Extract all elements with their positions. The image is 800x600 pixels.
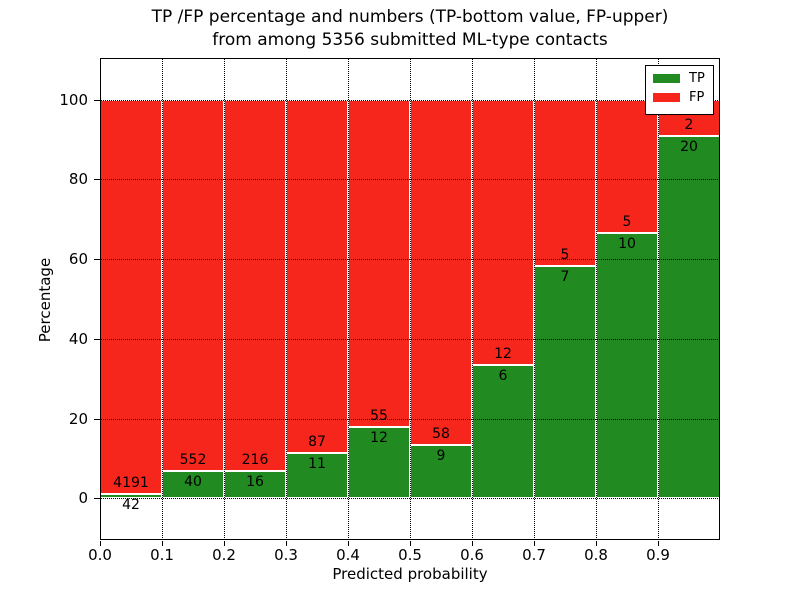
bar-segment-fp <box>534 99 596 266</box>
x-tick <box>224 541 225 546</box>
y-tick-label: 0 <box>78 489 88 508</box>
bar-segment-fp <box>162 99 224 472</box>
bar-segment-tp <box>472 365 534 499</box>
fp-count-label: 5 <box>560 246 570 263</box>
plot-area: 4191 42 552 40 216 16 87 11 55 12 58 9 12 6 5 7 5 10 2 20 <box>100 58 720 540</box>
y-tick-label: 100 <box>59 90 88 109</box>
x-tick-label: 0.7 <box>522 546 546 564</box>
x-tick <box>410 541 411 546</box>
x-tick-label: 0.2 <box>212 546 236 564</box>
y-axis-label: Percentage <box>36 257 54 343</box>
bar-segment-fp <box>286 99 348 454</box>
tp-count-label: 6 <box>498 368 508 385</box>
bar-segment-tp <box>658 136 720 499</box>
y-tick <box>94 418 100 420</box>
bar-segment-tp <box>596 232 658 499</box>
bar-segment-fp <box>100 99 162 495</box>
bar-segment-tp <box>534 265 596 499</box>
tp-color-swatch <box>653 74 680 83</box>
y-tick <box>94 259 100 261</box>
legend-row-fp: FP <box>653 91 713 104</box>
bar-segment-fp <box>224 99 286 471</box>
x-tick <box>472 541 473 546</box>
tp-count-label: 12 <box>370 429 388 446</box>
tp-count-label: 16 <box>246 473 264 490</box>
tp-count-label: 20 <box>680 139 698 156</box>
y-tick <box>94 338 100 340</box>
gridline-vertical <box>410 58 411 540</box>
y-tick-label: 20 <box>68 409 88 428</box>
fp-count-label: 552 <box>179 452 207 469</box>
fp-count-label: 55 <box>370 407 388 424</box>
y-tick-label: 40 <box>68 329 88 348</box>
legend: TP FP <box>645 65 714 115</box>
x-tick-label: 0.0 <box>88 546 112 564</box>
gridline-vertical <box>286 58 287 540</box>
bar-segment-tp <box>286 453 348 499</box>
x-tick-label: 0.8 <box>584 546 608 564</box>
chart-title: TP /FP percentage and numbers (TP-bottom… <box>100 6 720 52</box>
fp-color-swatch <box>653 93 680 102</box>
fp-count-label: 58 <box>432 425 450 442</box>
chart-title-line2: from among 5356 submitted ML-type contac… <box>212 30 608 50</box>
x-tick <box>658 541 659 546</box>
x-axis-label: Predicted probability <box>332 565 488 583</box>
x-tick <box>286 541 287 546</box>
tp-count-label: 9 <box>436 447 446 464</box>
x-tick <box>162 541 163 546</box>
y-tick <box>94 179 100 181</box>
y-tick-label: 60 <box>68 250 88 269</box>
gridline-vertical <box>472 58 473 540</box>
fp-count-label: 5 <box>622 213 632 230</box>
tp-count-label: 11 <box>308 456 326 473</box>
chart-title-line1: TP /FP percentage and numbers (TP-bottom… <box>151 7 669 27</box>
x-tick-label: 0.5 <box>398 546 422 564</box>
gridline-vertical <box>534 58 535 540</box>
gridline-vertical <box>596 58 597 540</box>
legend-label-fp: FP <box>689 90 705 105</box>
tp-count-label: 7 <box>560 268 570 285</box>
y-tick <box>94 99 100 101</box>
fp-count-label: 4191 <box>113 475 149 492</box>
fp-count-label: 87 <box>308 434 326 451</box>
gridline-vertical <box>658 58 659 540</box>
gridline-vertical <box>224 58 225 540</box>
bar-segment-fp <box>348 99 410 427</box>
fp-count-label: 12 <box>494 346 512 363</box>
legend-row-tp: TP <box>653 72 713 85</box>
x-tick <box>100 541 101 546</box>
x-tick-label: 0.4 <box>336 546 360 564</box>
fp-count-label: 216 <box>241 451 269 468</box>
y-tick-label: 80 <box>68 170 88 189</box>
bar-segment-fp <box>472 99 534 366</box>
x-tick-label: 0.9 <box>646 546 670 564</box>
bar-segment-tp <box>224 470 286 499</box>
bar-segment-tp <box>348 426 410 499</box>
tp-count-label: 40 <box>184 474 202 491</box>
gridline-vertical <box>162 58 163 540</box>
x-tick-label: 0.6 <box>460 546 484 564</box>
x-tick-label: 0.1 <box>150 546 174 564</box>
x-tick <box>534 541 535 546</box>
bar-segment-fp <box>410 99 472 445</box>
x-tick <box>596 541 597 546</box>
legend-label-tp: TP <box>689 71 705 86</box>
x-tick-label: 0.3 <box>274 546 298 564</box>
bar-segment-fp <box>596 99 658 233</box>
y-tick <box>94 498 100 500</box>
fp-count-label: 2 <box>684 117 694 134</box>
gridline-vertical <box>348 58 349 540</box>
tp-count-label: 42 <box>122 497 140 514</box>
tp-count-label: 10 <box>618 235 636 252</box>
x-tick <box>348 541 349 546</box>
